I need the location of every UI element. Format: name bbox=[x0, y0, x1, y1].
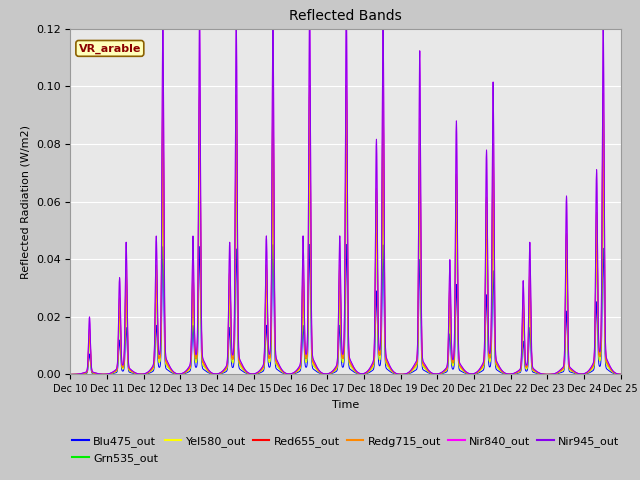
Legend: Blu475_out, Grn535_out, Yel580_out, Red655_out, Redg715_out, Nir840_out, Nir945_: Blu475_out, Grn535_out, Yel580_out, Red6… bbox=[68, 432, 623, 468]
Y-axis label: Reflected Radiation (W/m2): Reflected Radiation (W/m2) bbox=[20, 125, 30, 278]
Title: Reflected Bands: Reflected Bands bbox=[289, 10, 402, 24]
Text: VR_arable: VR_arable bbox=[79, 43, 141, 54]
X-axis label: Time: Time bbox=[332, 400, 359, 409]
